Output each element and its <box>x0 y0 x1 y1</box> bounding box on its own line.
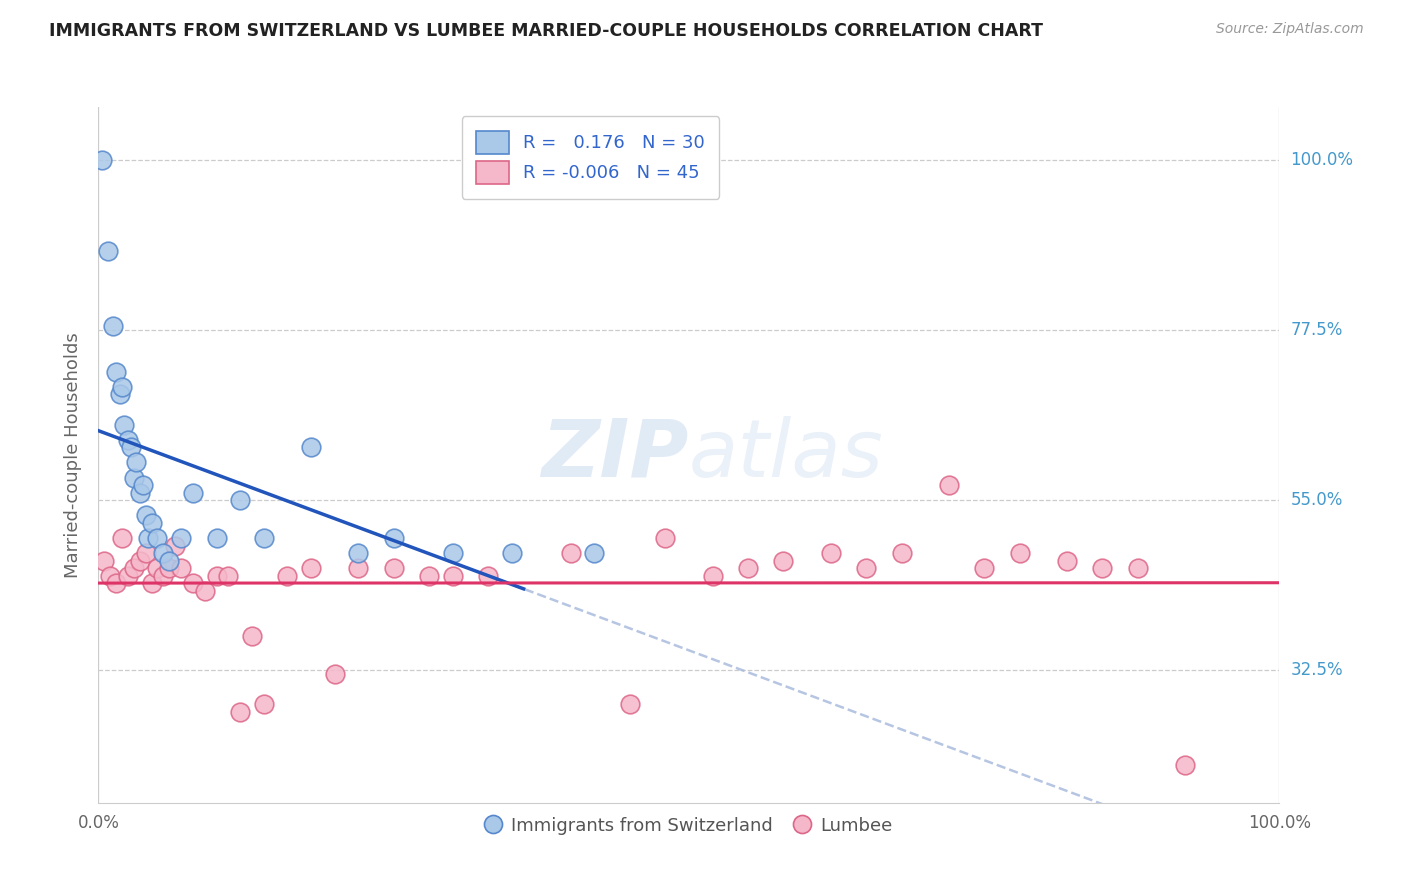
Point <box>152 569 174 583</box>
Point <box>135 546 157 560</box>
Point <box>111 380 134 394</box>
Point <box>112 417 135 432</box>
Y-axis label: Married-couple Households: Married-couple Households <box>63 332 82 578</box>
Point <box>97 244 120 258</box>
Point <box>560 546 582 560</box>
Point <box>141 516 163 530</box>
Point <box>229 705 252 719</box>
Point <box>382 531 405 545</box>
Text: IMMIGRANTS FROM SWITZERLAND VS LUMBEE MARRIED-COUPLE HOUSEHOLDS CORRELATION CHAR: IMMIGRANTS FROM SWITZERLAND VS LUMBEE MA… <box>49 22 1043 40</box>
Point <box>323 667 346 681</box>
Point <box>170 531 193 545</box>
Point <box>477 569 499 583</box>
Point <box>299 561 322 575</box>
Point <box>347 546 370 560</box>
Point <box>98 569 121 583</box>
Point <box>141 576 163 591</box>
Point <box>146 561 169 575</box>
Point <box>165 539 187 553</box>
Point <box>194 584 217 599</box>
Text: 55.0%: 55.0% <box>1291 491 1343 509</box>
Point <box>128 554 150 568</box>
Point <box>111 531 134 545</box>
Point <box>276 569 298 583</box>
Point <box>229 493 252 508</box>
Point <box>253 531 276 545</box>
Text: 32.5%: 32.5% <box>1291 662 1343 680</box>
Point <box>128 485 150 500</box>
Point <box>122 470 145 484</box>
Text: 77.5%: 77.5% <box>1291 321 1343 339</box>
Point <box>157 561 180 575</box>
Point <box>205 569 228 583</box>
Point <box>501 546 523 560</box>
Point <box>1056 554 1078 568</box>
Point <box>181 485 204 500</box>
Point <box>105 576 128 591</box>
Point <box>101 319 124 334</box>
Point <box>702 569 724 583</box>
Point <box>418 569 440 583</box>
Point <box>181 576 204 591</box>
Point <box>146 531 169 545</box>
Text: ZIP: ZIP <box>541 416 689 494</box>
Point <box>205 531 228 545</box>
Point <box>441 569 464 583</box>
Point <box>117 569 139 583</box>
Point <box>1091 561 1114 575</box>
Point <box>737 561 759 575</box>
Legend: Immigrants from Switzerland, Lumbee: Immigrants from Switzerland, Lumbee <box>478 810 900 842</box>
Point <box>820 546 842 560</box>
Point <box>152 546 174 560</box>
Point <box>93 554 115 568</box>
Point <box>347 561 370 575</box>
Text: 100.0%: 100.0% <box>1291 151 1354 169</box>
Point <box>117 433 139 447</box>
Point <box>583 546 606 560</box>
Point <box>217 569 239 583</box>
Point <box>122 561 145 575</box>
Point <box>890 546 912 560</box>
Point <box>105 365 128 379</box>
Point <box>382 561 405 575</box>
Point <box>1174 758 1197 772</box>
Point <box>121 441 143 455</box>
Text: Source: ZipAtlas.com: Source: ZipAtlas.com <box>1216 22 1364 37</box>
Point <box>91 153 114 167</box>
Point <box>136 531 159 545</box>
Point <box>654 531 676 545</box>
Point <box>855 561 877 575</box>
Point <box>132 478 155 492</box>
Point <box>772 554 794 568</box>
Point <box>157 554 180 568</box>
Point <box>299 441 322 455</box>
Point <box>125 455 148 469</box>
Point <box>1008 546 1031 560</box>
Point <box>973 561 995 575</box>
Point <box>441 546 464 560</box>
Point <box>253 698 276 712</box>
Point <box>108 387 131 401</box>
Point <box>240 629 263 643</box>
Point <box>1126 561 1149 575</box>
Point <box>170 561 193 575</box>
Text: atlas: atlas <box>689 416 884 494</box>
Point <box>619 698 641 712</box>
Point <box>135 508 157 523</box>
Point <box>938 478 960 492</box>
